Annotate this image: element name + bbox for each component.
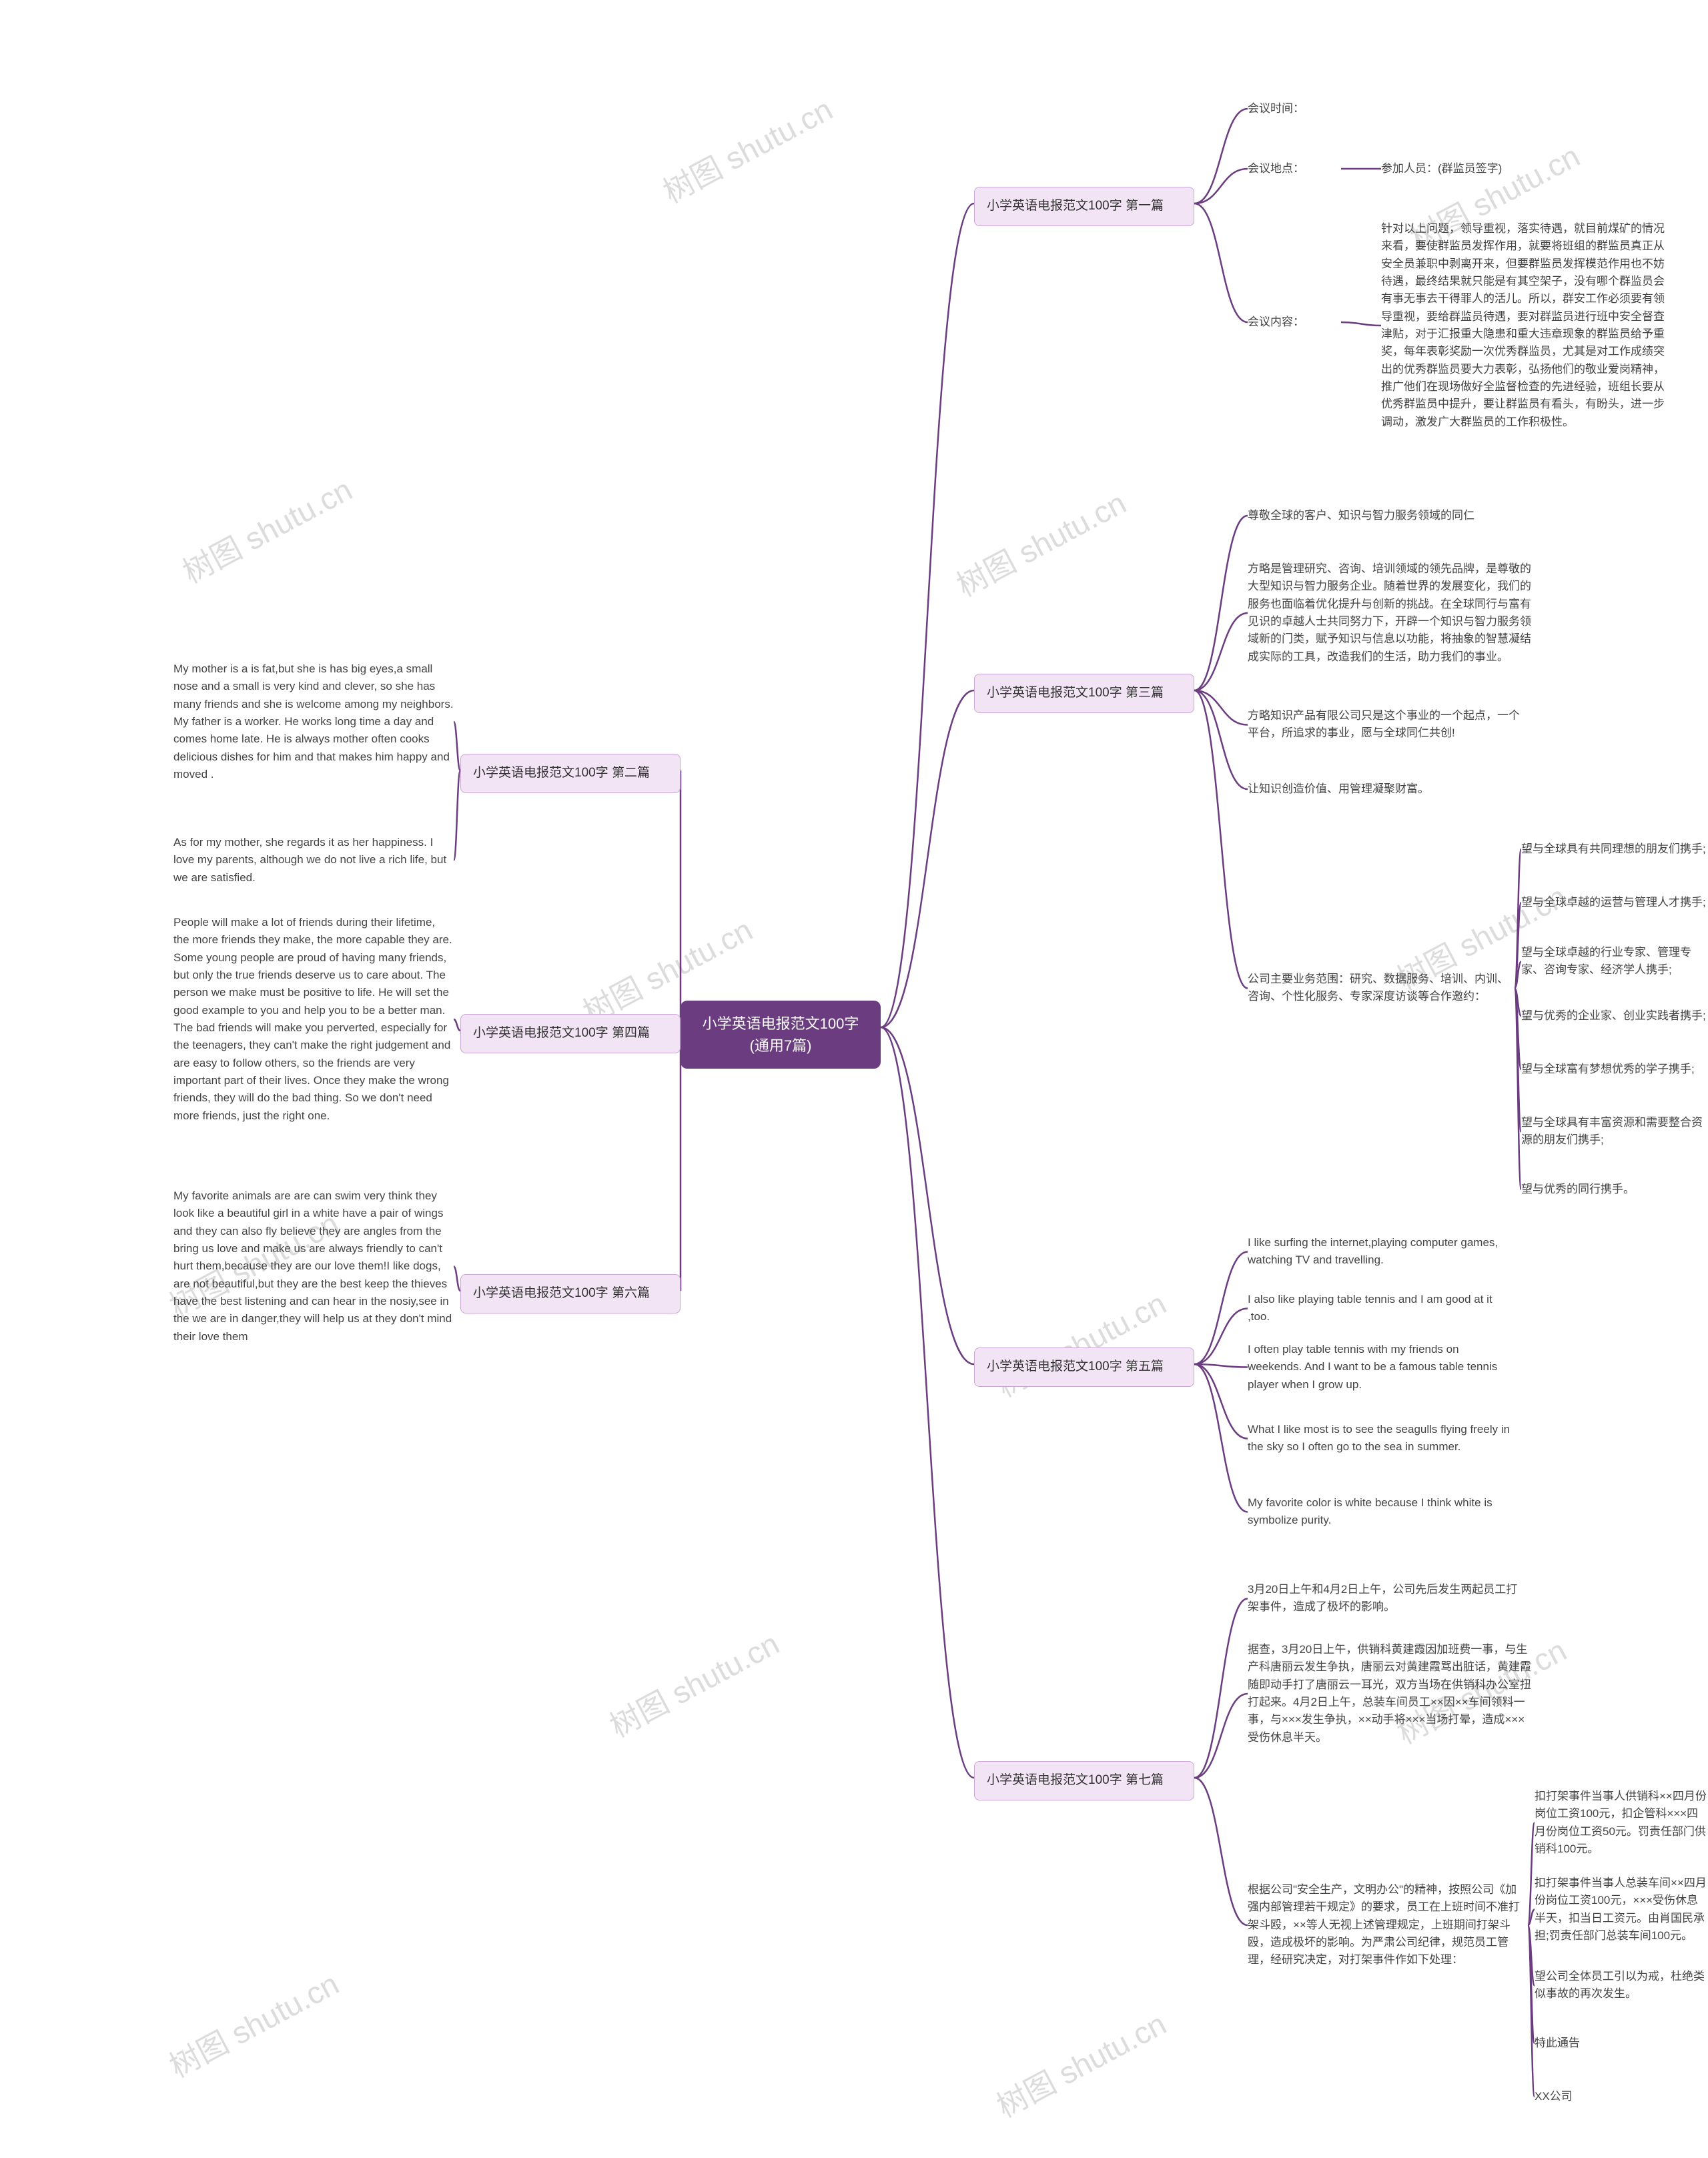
leaf-b3c5e: 望与全球富有梦想优秀的学子携手; [1521, 1061, 1708, 1078]
leaf-b4c1: People will make a lot of friends during… [173, 914, 454, 1125]
leaf-b1c1: 会议时间： [1248, 100, 1341, 117]
branch-b5: 小学英语电报范文100字 第五篇 [974, 1347, 1194, 1387]
leaf-b3c2: 方略是管理研究、咨询、培训领域的领先品牌，是尊敬的大型知识与智力服务企业。随着世… [1248, 560, 1535, 666]
branch-b7: 小学英语电报范文100字 第七篇 [974, 1761, 1194, 1800]
leaf-b1c2a: 参加人员：(群监员签字) [1381, 160, 1555, 177]
leaf-b1c2: 会议地点： [1248, 160, 1341, 177]
branch-b1: 小学英语电报范文100字 第一篇 [974, 187, 1194, 226]
branch-b3: 小学英语电报范文100字 第三篇 [974, 674, 1194, 713]
leaf-b5c5: My favorite color is white because I thi… [1248, 1494, 1515, 1530]
leaf-b7c3a: 扣打架事件当事人供销科××四月份岗位工资100元，扣企管科×××四月份岗位工资5… [1535, 1788, 1708, 1858]
leaf-b7c3b: 扣打架事件当事人总装车间××四月份岗位工资100元，×××受伤休息半天，扣当日工… [1535, 1874, 1708, 1945]
leaf-b1c3: 会议内容： [1248, 314, 1341, 331]
branch-b2: 小学英语电报范文100字 第二篇 [460, 754, 681, 793]
leaf-b7c3c: 望公司全体员工引以为戒，杜绝类似事故的再次发生。 [1535, 1968, 1708, 2003]
leaf-b5c1: I like surfing the internet,playing comp… [1248, 1234, 1501, 1269]
leaf-b7c1: 3月20日上午和4月2日上午，公司先后发生两起员工打架事件，造成了极坏的影响。 [1248, 1581, 1521, 1616]
root-title: 小学英语电报范文100字(通用7篇) [703, 1015, 859, 1054]
leaf-b7c3e: XX公司 [1535, 2088, 1615, 2105]
leaf-b3c5f: 望与全球具有丰富资源和需要整合资源的朋友们携手; [1521, 1114, 1708, 1149]
leaf-b1c3a: 针对以上问题，领导重视，落实待遇，就目前煤矿的情况来看，要使群监员发挥作用，就要… [1381, 220, 1668, 431]
leaf-b2c1: My mother is a is fat,but she is has big… [173, 660, 454, 783]
leaf-b3c5d: 望与优秀的企业家、创业实践者携手; [1521, 1007, 1708, 1025]
branch-b6: 小学英语电报范文100字 第六篇 [460, 1274, 681, 1313]
branch-b4: 小学英语电报范文100字 第四篇 [460, 1014, 681, 1053]
leaf-b2c2: As for my mother, she regards it as her … [173, 834, 454, 887]
leaf-b6c1: My favorite animals are are can swim ver… [173, 1187, 454, 1345]
leaf-b7c3: 根据公司"安全生产，文明办公"的精神，按照公司《加强内部管理若干规定》的要求，员… [1248, 1881, 1528, 1969]
leaf-b3c3: 方略知识产品有限公司只是这个事业的一个起点，一个平台，所追求的事业，愿与全球同仁… [1248, 707, 1528, 742]
leaf-b3c1: 尊敬全球的客户、知识与智力服务领域的同仁 [1248, 507, 1521, 524]
leaf-b3c5g: 望与优秀的同行携手。 [1521, 1181, 1668, 1198]
leaf-b3c5b: 望与全球卓越的运营与管理人才携手; [1521, 894, 1708, 911]
leaf-b5c2: I also like playing table tennis and I a… [1248, 1291, 1501, 1326]
leaf-b3c5c: 望与全球卓越的行业专家、管理专家、咨询专家、经济学人携手; [1521, 944, 1708, 979]
mindmap-root: 小学英语电报范文100字(通用7篇) [681, 1001, 881, 1069]
leaf-b5c3: I often play table tennis with my friend… [1248, 1341, 1515, 1394]
leaf-b5c4: What I like most is to see the seagulls … [1248, 1421, 1515, 1456]
leaf-b3c5a: 望与全球具有共同理想的朋友们携手; [1521, 841, 1708, 858]
leaf-b3c4: 让知识创造价值、用管理凝聚财富。 [1248, 780, 1481, 798]
leaf-b7c2: 据查，3月20日上午，供销科黄建霞因加班费一事，与生产科唐丽云发生争执，唐丽云对… [1248, 1641, 1535, 1746]
leaf-b7c3d: 特此通告 [1535, 2035, 1615, 2052]
leaf-b3c5: 公司主要业务范围：研究、数据服务、培训、内训、咨询、个性化服务、专家深度访谈等合… [1248, 971, 1515, 1006]
